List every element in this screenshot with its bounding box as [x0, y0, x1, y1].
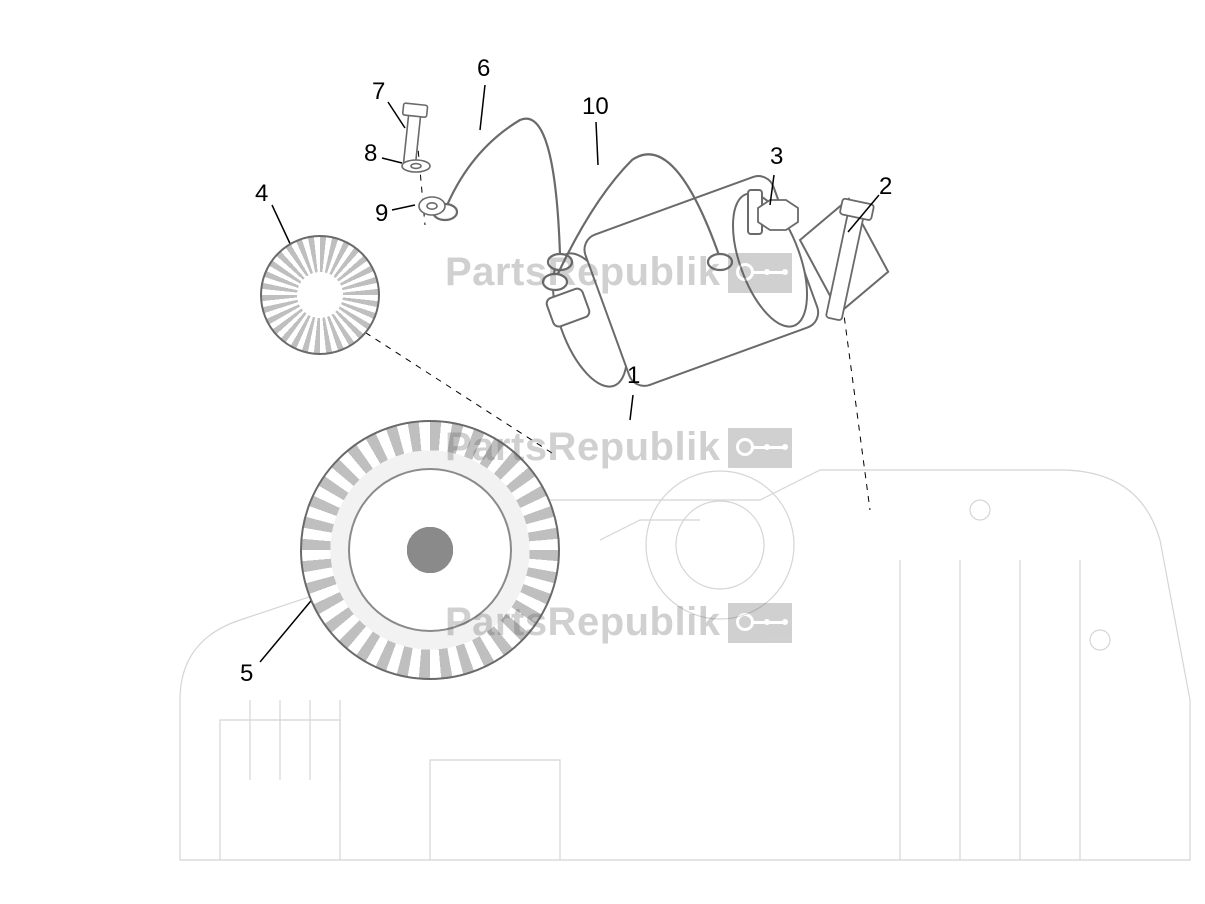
part-eyelet [419, 197, 445, 215]
watermark-text: PartsRepublik [445, 425, 720, 470]
part-washer [402, 160, 430, 172]
callout-3: 3 [770, 143, 783, 171]
watermark-flag-icon [728, 253, 792, 293]
part-ground-cable [433, 119, 572, 270]
part-idle-gear [260, 235, 380, 355]
callout-4: 4 [255, 180, 268, 208]
watermark-flag-icon [728, 603, 792, 643]
part-mounting-bolt [818, 198, 874, 322]
callout-2: 2 [879, 173, 892, 201]
watermark-text: PartsRepublik [445, 600, 720, 645]
watermark-1: PartsRepublik [445, 250, 792, 295]
callout-9: 9 [375, 200, 388, 228]
part-terminal-nut [758, 200, 798, 230]
watermark-flag-icon [728, 428, 792, 468]
callout-7: 7 [372, 78, 385, 106]
callout-10: 10 [582, 93, 609, 121]
callout-8: 8 [364, 140, 377, 168]
diagram-canvas: 1 2 3 4 5 6 7 8 9 10 PartsRepublik Parts… [0, 0, 1205, 904]
callout-6: 6 [477, 55, 490, 83]
callout-5: 5 [240, 660, 253, 688]
watermark-2: PartsRepublik [445, 425, 792, 470]
watermark-3: PartsRepublik [445, 600, 792, 645]
callout-1: 1 [627, 362, 640, 390]
part-cable-bolt [397, 103, 428, 169]
watermark-text: PartsRepublik [445, 250, 720, 295]
